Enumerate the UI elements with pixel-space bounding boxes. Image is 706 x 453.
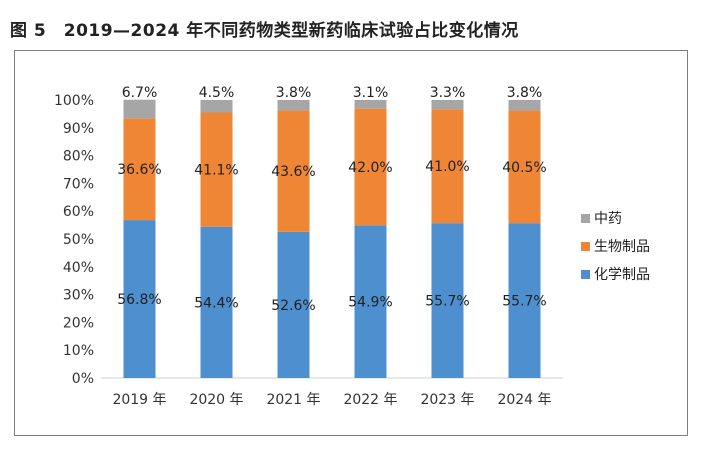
data-label: 43.6% (271, 164, 315, 180)
bar-segment (200, 100, 233, 113)
data-label: 42.0% (348, 160, 392, 176)
y-tick-label: 60% (63, 204, 94, 220)
data-label: 3.1% (353, 85, 389, 101)
legend-swatch (581, 242, 590, 251)
data-label: 6.7% (122, 85, 158, 101)
x-tick-label: 2020 年 (189, 392, 243, 408)
y-tick-label: 20% (63, 315, 94, 331)
data-label: 52.6% (271, 298, 315, 314)
bar-segment (508, 100, 541, 111)
y-tick-label: 90% (63, 121, 94, 137)
bar-segment (200, 226, 233, 378)
stacked-bar-chart: 0% 10% 20% 30% 40% 50% 60% 70% 80% 90% 100% 56.8% 36… (54, 85, 650, 408)
bar-segment (123, 99, 156, 119)
figure-title: 图 5 2019—2024 年不同药物类型新药临床试验占比变化情况 (10, 21, 519, 41)
data-label: 3.3% (430, 85, 466, 101)
data-label: 55.7% (425, 294, 469, 310)
x-tick-label: 2021 年 (266, 392, 320, 408)
y-tick-label: 50% (63, 232, 94, 248)
bar-segment (354, 225, 387, 378)
bar-segment (431, 223, 464, 378)
data-label: 41.0% (425, 159, 469, 175)
data-label: 40.5% (502, 160, 546, 176)
legend-swatch (581, 214, 590, 223)
x-tick-label: 2019 年 (112, 392, 166, 408)
data-label: 36.6% (117, 162, 161, 178)
chart-container: 0% 10% 20% 30% 40% 50% 60% 70% 80% 90% 100% 56.8% 36… (14, 50, 688, 436)
y-tick-label: 40% (63, 260, 94, 276)
bar-segment (123, 220, 156, 378)
data-label: 56.8% (117, 292, 161, 308)
y-tick-label: 80% (63, 149, 94, 165)
bar-segment (354, 108, 387, 226)
data-label: 3.8% (507, 85, 543, 101)
x-tick-label: 2024 年 (497, 392, 551, 408)
bar-segment (431, 100, 464, 110)
bar-segment (354, 100, 387, 109)
bar-segment (277, 231, 310, 378)
x-tick-label: 2023 年 (420, 392, 474, 408)
bar-segment (508, 110, 541, 224)
bar-segment (508, 223, 541, 378)
data-label: 3.8% (276, 85, 312, 101)
y-tick-label: 70% (63, 176, 94, 192)
data-label: 54.4% (194, 295, 238, 311)
legend-label: 中药 (594, 211, 622, 227)
y-tick-label: 0% (72, 371, 94, 387)
data-label: 41.1% (194, 163, 238, 179)
bar-segment (277, 110, 310, 232)
data-label: 54.9% (348, 295, 392, 311)
legend-swatch (581, 270, 590, 279)
data-label: 4.5% (199, 85, 235, 101)
bar-segment (431, 109, 464, 224)
y-tick-label: 10% (63, 343, 94, 359)
bar-segment (200, 112, 233, 227)
legend-label: 生物制品 (594, 239, 650, 255)
bar-segment (123, 118, 156, 221)
data-label: 55.7% (502, 294, 546, 310)
bar-segment (277, 100, 310, 111)
y-tick-label: 30% (63, 288, 94, 304)
y-tick-label: 100% (54, 93, 94, 109)
legend-label: 化学制品 (594, 267, 650, 283)
x-tick-label: 2022 年 (343, 392, 397, 408)
